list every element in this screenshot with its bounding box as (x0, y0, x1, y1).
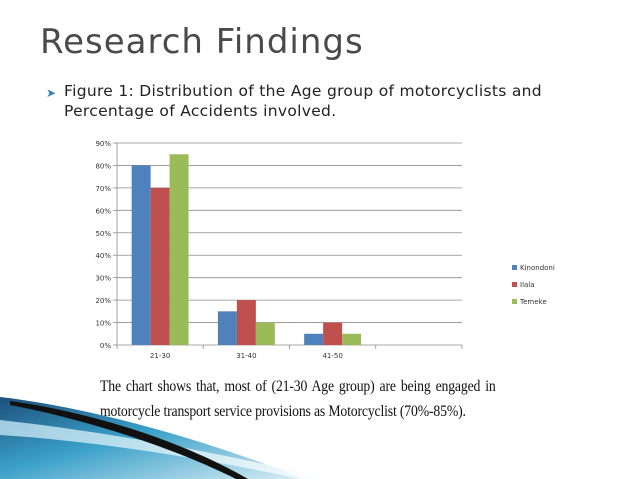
y-tick-label: 10% (95, 320, 111, 328)
legend-label: Kinondoni (520, 264, 555, 272)
y-tick-label: 50% (95, 230, 111, 238)
chart-legend: Kinondoni Ilala Temeke (512, 264, 555, 306)
slide-title: Research Findings (40, 22, 364, 62)
y-tick-label: 0% (100, 342, 111, 350)
x-tick-label: 31-40 (236, 352, 256, 360)
y-tick-label: 40% (95, 252, 111, 260)
bar-kinondoni (304, 333, 324, 345)
arrow-right-icon: ➤ (46, 86, 57, 100)
bar-temeke (342, 333, 362, 345)
y-tick-label: 20% (95, 297, 111, 305)
chart-axes: 0% 10% 20% 30% 40% 50% 60% 70% 80% 90% 21-30 31-40 4… (95, 140, 463, 360)
bar-ilala (150, 187, 170, 345)
legend-swatch (512, 299, 517, 304)
bar-kinondoni (131, 165, 151, 345)
x-tick-label: 21-30 (150, 352, 170, 360)
bar-kinondoni (217, 311, 237, 345)
chart-bars (131, 154, 362, 345)
chart-summary: The chart shows that, most of (21-30 Age… (100, 378, 496, 420)
bar-temeke (255, 322, 275, 345)
y-tick-label: 90% (95, 140, 111, 148)
figure-caption: Figure 1: Distribution of the Age group … (64, 82, 542, 120)
x-tick-label: 41-50 (322, 352, 342, 360)
y-tick-label: 30% (95, 275, 111, 283)
bar-ilala (236, 300, 256, 345)
bar-ilala (323, 322, 343, 345)
y-tick-label: 60% (95, 207, 111, 215)
legend-label: Ilala (520, 281, 535, 289)
bar-temeke (169, 154, 189, 345)
legend-swatch (512, 282, 517, 287)
y-tick-label: 70% (95, 185, 111, 193)
y-tick-label: 80% (95, 162, 111, 170)
legend-label: Temeke (519, 298, 547, 306)
legend-swatch (512, 265, 517, 270)
